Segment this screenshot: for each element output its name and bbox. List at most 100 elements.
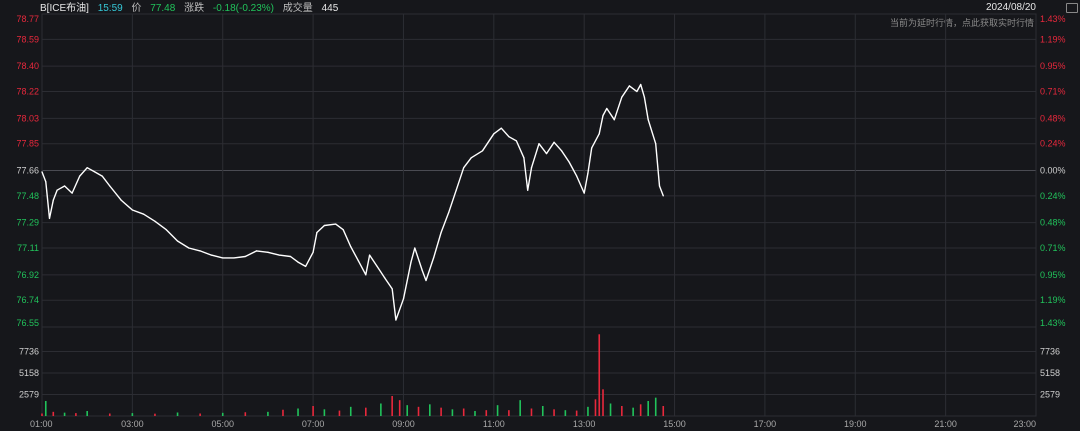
volume-bar <box>598 334 601 416</box>
price-tick-label: 76.92 <box>16 270 39 280</box>
quote-time: 15:59 <box>97 3 123 14</box>
volume-tick-label: 5158 <box>19 368 39 378</box>
price-point <box>410 261 412 263</box>
quote-header: B[ICE布油] 15:59 价 77.48 涨跌 -0.18(-0.23%) … <box>40 2 344 15</box>
percent-tick-label: 1.19% <box>1040 34 1066 44</box>
volume-bar <box>602 389 604 416</box>
volume-bar <box>176 412 179 416</box>
percent-tick-label: 0.24% <box>1040 139 1066 149</box>
volume-bar <box>451 409 454 416</box>
price-point <box>628 85 630 87</box>
volume-bar <box>553 409 555 416</box>
price-point <box>222 257 224 259</box>
price-point <box>391 288 393 290</box>
price-value: 77.48 <box>150 3 176 14</box>
price-point <box>94 171 96 173</box>
price-point <box>591 147 593 149</box>
price-tick-label: 78.59 <box>16 34 39 44</box>
price-point <box>658 185 661 187</box>
volume-bar <box>398 400 401 416</box>
price-point <box>342 229 344 231</box>
price-point <box>56 189 58 191</box>
price-point <box>640 83 642 86</box>
volume-bar <box>267 411 269 416</box>
plot-frame <box>41 13 1037 417</box>
volume-bar <box>380 403 382 416</box>
volume-bar <box>312 405 314 416</box>
price-point <box>662 195 664 197</box>
price-point <box>120 199 122 201</box>
price-point <box>278 254 280 256</box>
price-point <box>244 255 246 258</box>
volume-bar <box>564 410 567 416</box>
volume-bar <box>519 400 521 416</box>
time-tick-label: 07:00 <box>302 419 325 429</box>
price-point <box>527 189 529 191</box>
settings-icon[interactable] <box>1066 3 1078 13</box>
delayed-quote-notice[interactable]: 当前为延时行情，点此获取实时行情 <box>889 18 1034 28</box>
volume-bar <box>462 408 465 416</box>
price-point <box>256 250 258 252</box>
percent-tick-label: 1.19% <box>1040 295 1066 305</box>
price-point <box>48 217 51 220</box>
price-point <box>500 127 502 129</box>
percent-tick-label: 0.48% <box>1040 218 1066 228</box>
volume-bar <box>639 404 642 416</box>
volume-label: 成交量 <box>282 3 313 14</box>
volume-bar <box>282 409 284 416</box>
volume-bar <box>594 399 597 416</box>
price-point <box>470 157 472 159</box>
price-line <box>41 83 664 321</box>
price-point <box>455 189 457 191</box>
price-point <box>538 143 540 145</box>
price-point <box>560 150 563 152</box>
volume-bar <box>323 409 326 416</box>
time-tick-label: 17:00 <box>754 419 777 429</box>
price-point <box>553 141 555 143</box>
volume-bar <box>429 404 431 416</box>
price-point <box>312 251 314 253</box>
volume-bar <box>41 413 43 416</box>
price-point <box>508 136 510 138</box>
volume-tick-label: 2579 <box>19 389 39 399</box>
price-point <box>568 161 570 163</box>
price-tick-label: 77.29 <box>16 218 39 228</box>
percent-tick-label: 0.00% <box>1040 166 1066 176</box>
percent-tick-label: 0.95% <box>1040 270 1066 280</box>
volume-bar <box>440 407 442 416</box>
price-point <box>316 231 318 234</box>
price-point <box>289 255 292 258</box>
volume-bar <box>406 405 409 416</box>
price-point <box>41 171 43 173</box>
volume-bar <box>244 412 247 416</box>
price-point <box>440 231 442 234</box>
price-point <box>606 107 608 110</box>
volume-bar <box>474 410 476 416</box>
price-tick-label: 77.66 <box>16 166 39 176</box>
time-tick-label: 19:00 <box>844 419 867 429</box>
volume-bar <box>349 406 352 416</box>
price-point <box>602 114 604 117</box>
volume-bar <box>52 411 55 416</box>
price-point <box>576 175 578 177</box>
price-point <box>425 279 427 282</box>
change-label: 涨跌 <box>184 3 205 14</box>
volume-bar <box>654 397 657 416</box>
price-tick-label: 76.74 <box>16 295 39 305</box>
price-point <box>165 229 167 231</box>
price-point <box>176 240 179 242</box>
price-point <box>210 254 213 256</box>
price-point <box>545 152 548 155</box>
volume-bar <box>108 413 111 416</box>
volume-bar <box>75 413 77 416</box>
volume-bar <box>44 400 47 416</box>
price-point <box>643 96 646 98</box>
price-point <box>598 133 600 135</box>
price-tick-label: 78.40 <box>16 61 39 71</box>
volume-bar <box>621 405 623 416</box>
change-value: -0.18(-0.23%) <box>212 3 275 14</box>
time-tick-label: 03:00 <box>121 419 144 429</box>
volume-bar <box>131 413 134 416</box>
